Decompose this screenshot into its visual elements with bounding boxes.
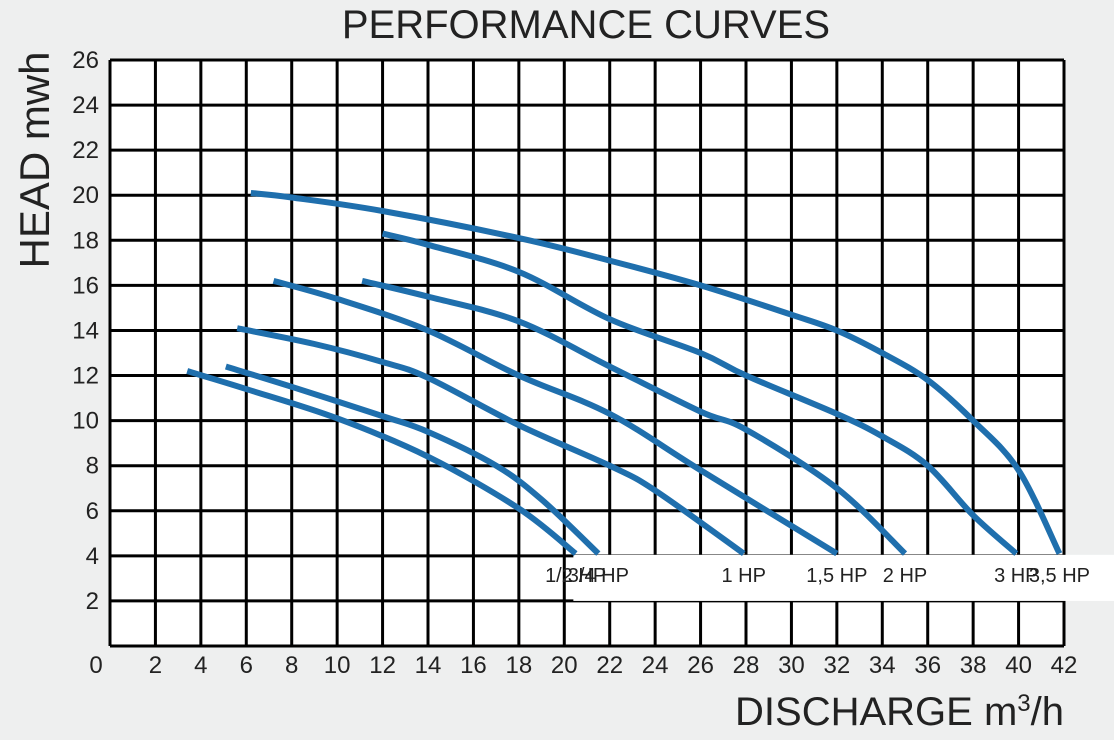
x-tick-label: 34: [869, 652, 896, 679]
y-axis-label: HEAD mwh: [11, 51, 58, 268]
y-tick-label: 4: [86, 543, 99, 570]
series-line-1: [224, 363, 601, 556]
series-line-3: [272, 277, 839, 557]
y-tick-label: 10: [72, 408, 99, 435]
y-tick-label: 26: [72, 47, 99, 74]
x-tick-label: 22: [596, 652, 623, 679]
x-tick-label: 30: [778, 652, 805, 679]
x-tick-label: 38: [960, 652, 987, 679]
y-tick-label: 16: [72, 272, 99, 299]
grid: [108, 58, 1066, 648]
x-axis-label-main: DISCHARGE m: [735, 690, 1017, 734]
y-tick-label: 24: [72, 92, 99, 119]
series-label: 3,5 HP: [1029, 565, 1090, 587]
y-tick-label: 20: [72, 182, 99, 209]
series-lines: [186, 189, 1063, 557]
tick-labels: 0 2 4 6 8 10 12 14 16 18 20 22 24 26 28 30 32 34 36 38 40 422…: [72, 47, 1077, 679]
x-axis-label-sup: 3: [1017, 690, 1030, 717]
x-tick-label: 40: [1005, 652, 1032, 679]
x-tick-label: 6: [240, 652, 253, 679]
x-tick-label: 2: [149, 652, 162, 679]
y-tick-label: 14: [72, 317, 99, 344]
x-tick-label: 32: [824, 652, 851, 679]
series-label: 1 HP: [721, 565, 765, 587]
series-line-6: [250, 189, 1063, 555]
series-line-2: [236, 325, 746, 557]
legend-background: [573, 554, 1114, 601]
x-axis-label-tail: /h: [1031, 690, 1064, 734]
y-tick-label: 12: [72, 363, 99, 390]
x-tick-label: 0: [89, 652, 102, 679]
y-tick-label: 2: [86, 588, 99, 615]
x-tick-label: 12: [369, 652, 396, 679]
x-tick-label: 24: [642, 652, 669, 679]
x-tick-label: 20: [551, 652, 578, 679]
chart-title: PERFORMANCE CURVES: [342, 3, 830, 47]
x-tick-label: 10: [324, 652, 351, 679]
series-label: 1,5 HP: [806, 565, 867, 587]
series-label: 1/2 HP: [545, 565, 606, 587]
series-label: 2 HP: [883, 565, 927, 587]
x-tick-label: 14: [415, 652, 442, 679]
x-tick-label: 4: [194, 652, 207, 679]
series-label: 3 HP: [994, 565, 1038, 587]
series-line-0: [186, 368, 578, 556]
x-tick-label: 26: [687, 652, 714, 679]
series-line-4: [361, 277, 908, 556]
legend-box: 1/2 HP3/4 HP 1 HP 1,5 HP 2 HP 3 HP3,5 HP: [545, 554, 1114, 601]
x-tick-label: 8: [285, 652, 298, 679]
y-tick-label: 18: [72, 227, 99, 254]
series-line-5: [381, 230, 1019, 556]
x-tick-label: 28: [733, 652, 760, 679]
x-tick-label: 18: [506, 652, 533, 679]
x-tick-label: 36: [914, 652, 941, 679]
x-axis-label: DISCHARGE m3/h: [735, 690, 1064, 734]
y-tick-label: 22: [72, 137, 99, 164]
series-label: 3/4 HP: [568, 565, 629, 587]
x-tick-label: 42: [1051, 652, 1078, 679]
y-tick-label: 6: [86, 498, 99, 525]
x-tick-label: 16: [460, 652, 487, 679]
y-tick-label: 8: [86, 453, 99, 480]
